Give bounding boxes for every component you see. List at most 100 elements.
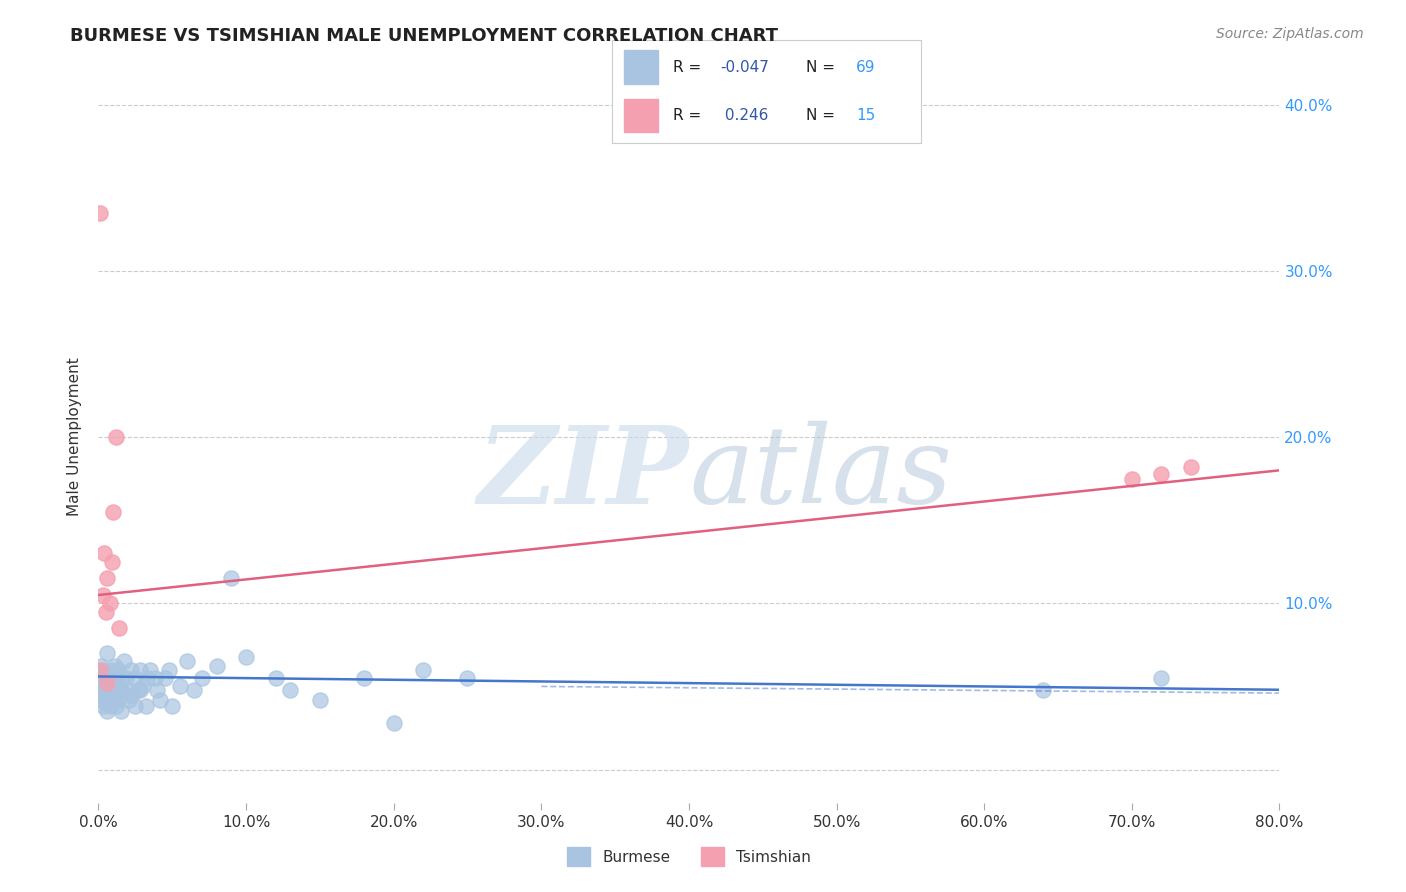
Point (456, 671, 478, 685)
Text: 69: 69 (856, 61, 876, 75)
Point (90, 692, 112, 706)
Point (100, 555, 122, 569)
Point (90, 659, 112, 673)
Point (114, 688, 136, 702)
Point (157, 663, 180, 677)
Point (382, 716, 405, 731)
Point (135, 699, 157, 714)
Point (120, 663, 142, 677)
Point (118, 692, 141, 706)
Point (111, 671, 134, 685)
Point (94, 676, 117, 690)
Point (117, 682, 139, 697)
Text: N =: N = (807, 108, 841, 122)
Point (110, 682, 132, 697)
Point (105, 671, 128, 685)
Point (121, 688, 143, 702)
Point (93, 546, 115, 560)
Point (103, 505, 125, 519)
Point (412, 663, 434, 677)
Point (136, 671, 159, 685)
Point (127, 682, 149, 697)
Point (96, 646, 118, 660)
Point (139, 663, 162, 677)
Point (94, 605, 117, 619)
Point (91, 680, 114, 694)
Point (1150, 671, 1173, 685)
Point (1121, 472, 1143, 486)
Point (183, 682, 205, 697)
Point (91, 588, 114, 602)
Point (103, 671, 125, 685)
Point (89, 682, 111, 697)
Point (104, 688, 127, 702)
Point (1032, 682, 1054, 697)
Point (96, 571, 118, 585)
Point (219, 571, 242, 585)
Point (124, 671, 146, 685)
Text: 0.246: 0.246 (720, 108, 768, 122)
Point (162, 699, 183, 714)
Text: R =: R = (673, 61, 707, 75)
Y-axis label: Male Unemployment: Male Unemployment (67, 358, 83, 516)
Text: N =: N = (807, 61, 841, 75)
Text: atlas: atlas (689, 421, 952, 526)
Point (89, 666, 111, 681)
Text: 15: 15 (856, 108, 875, 122)
Point (278, 682, 302, 697)
Point (143, 671, 166, 685)
Point (191, 671, 214, 685)
Point (105, 699, 128, 714)
Point (353, 671, 375, 685)
Text: Source: ZipAtlas.com: Source: ZipAtlas.com (1216, 27, 1364, 41)
Point (93, 663, 115, 677)
Point (235, 649, 257, 664)
Point (205, 659, 228, 673)
Point (108, 680, 131, 694)
Point (100, 692, 122, 706)
Point (100, 663, 122, 677)
Point (90, 671, 112, 685)
Point (169, 680, 191, 694)
Text: -0.047: -0.047 (720, 61, 769, 75)
Text: BURMESE VS TSIMSHIAN MALE UNEMPLOYMENT CORRELATION CHART: BURMESE VS TSIMSHIAN MALE UNEMPLOYMENT C… (70, 27, 779, 45)
Point (128, 682, 150, 697)
Point (108, 621, 131, 635)
Point (97, 671, 120, 685)
Point (107, 663, 129, 677)
Point (93, 688, 115, 702)
Point (104, 659, 127, 673)
Bar (624, 99, 658, 132)
Point (128, 663, 150, 677)
Point (132, 680, 155, 694)
Point (98, 682, 121, 697)
Point (1180, 460, 1202, 475)
Point (98, 699, 121, 714)
Point (115, 671, 138, 685)
Point (94, 696, 117, 710)
Point (103, 680, 125, 694)
Text: R =: R = (673, 108, 707, 122)
Point (91, 699, 114, 714)
Point (98, 596, 121, 610)
Point (1150, 467, 1173, 481)
Point (110, 705, 132, 719)
Point (146, 682, 169, 697)
Point (105, 430, 128, 444)
Point (96, 705, 118, 719)
Text: ZIP: ZIP (478, 421, 689, 526)
Point (107, 692, 129, 706)
Point (89, 205, 111, 219)
Legend: Burmese, Tsimshian: Burmese, Tsimshian (561, 841, 817, 872)
Point (153, 671, 176, 685)
Point (176, 655, 198, 669)
Bar (624, 50, 658, 84)
Point (149, 692, 172, 706)
Point (112, 655, 135, 669)
Point (96, 676, 118, 690)
Point (97, 692, 120, 706)
Point (264, 671, 287, 685)
Point (309, 692, 332, 706)
Point (89, 663, 111, 677)
Point (124, 699, 146, 714)
